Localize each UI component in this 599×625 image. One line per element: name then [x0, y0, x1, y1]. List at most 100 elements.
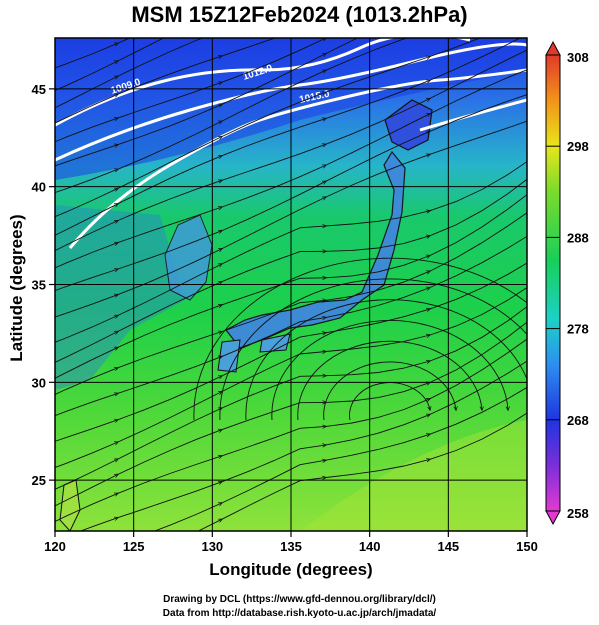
streamline-segment-69 — [429, 161, 527, 212]
streamline-segment-76 — [117, 305, 222, 348]
streamline-segment-119 — [429, 360, 527, 415]
streamline-segment-11 — [117, 38, 204, 77]
streamline-segment-59 — [429, 94, 527, 132]
japan-coastline — [225, 150, 406, 349]
streamline-segment-21 — [117, 82, 222, 119]
y-tick-label: 40 — [32, 180, 46, 195]
colorbar-max-arrow — [545, 40, 561, 56]
streamline-segment-34 — [430, 0, 534, 30]
streamline-segment-117 — [221, 445, 326, 483]
streamline-segment-57 — [221, 181, 326, 232]
streamline-segment-71 — [117, 282, 222, 332]
streamline-segment-20 — [55, 118, 118, 143]
streamline-segment-90 — [55, 420, 118, 442]
streamline-segment-123 — [325, 434, 430, 461]
streamline-segment-50 — [55, 243, 118, 269]
streamline-segment-83 — [325, 271, 430, 301]
streamline-segment-58 — [325, 131, 430, 182]
streamline-segment-7 — [222, 0, 326, 9]
streamline-segment-109 — [429, 321, 527, 383]
y-axis-label: Latitude (degrees) — [7, 214, 26, 362]
streamline-segment-39 — [429, 38, 482, 57]
streamline-segment-25 — [55, 145, 118, 167]
streamline-segment-114 — [429, 338, 527, 400]
streamline-segment-107 — [221, 402, 326, 431]
streamline-segment-65 — [55, 315, 118, 343]
streamline-segment-98 — [325, 335, 430, 352]
streamline-segment-115 — [79, 518, 118, 531]
wind-streamlines — [55, 0, 534, 531]
streamline-segment-80 — [55, 368, 118, 395]
x-tick-label: 135 — [280, 539, 302, 554]
streamline-segment-104 — [429, 306, 527, 362]
streamline-segment-0 — [55, 43, 118, 69]
streamline-segment-37 — [221, 92, 326, 137]
streamline-swirl-0 — [349, 382, 430, 421]
streamline-segment-100 — [55, 459, 118, 490]
streamline-segment-72 — [221, 251, 326, 283]
streamline-segment-49 — [429, 49, 527, 99]
x-tick-label: 145 — [437, 539, 459, 554]
streamline-segment-92 — [221, 333, 326, 377]
streamline-segment-55 — [55, 269, 118, 292]
streamline-segment-97 — [221, 352, 326, 392]
credit-data: Data from http://database.rish.kyoto-u.a… — [162, 608, 437, 619]
streamline-swirl-1 — [323, 361, 456, 421]
y-axis-ticks: 25 30 35 40 45 — [32, 82, 55, 488]
streamline-segment-16 — [117, 56, 222, 95]
streamline-segment-122 — [221, 460, 326, 504]
streamline-segment-33 — [325, 38, 408, 71]
colorbar-tick-label: 298 — [567, 139, 589, 154]
streamline-segment-60 — [55, 295, 118, 318]
streamline-segment-23 — [326, 38, 328, 39]
streamline-segment-67 — [221, 226, 326, 265]
streamline-segment-101 — [117, 408, 222, 460]
colorbar-scale — [545, 54, 561, 512]
streamline-segment-102 — [221, 376, 326, 409]
streamline-segment-30 — [55, 169, 118, 194]
x-axis-label: Longitude (degrees) — [209, 560, 373, 579]
streamline-segment-128 — [325, 459, 430, 478]
streamline-segment-10 — [55, 76, 118, 109]
streamline-segment-22 — [221, 38, 326, 83]
x-tick-label: 130 — [201, 539, 223, 554]
streamline-segment-31 — [117, 121, 222, 170]
streamline-segment-116 — [117, 482, 222, 519]
streamline-swirl-2 — [297, 340, 482, 421]
streamline-segment-106 — [117, 430, 222, 475]
streamline-segment-94 — [429, 262, 527, 310]
streamline-segment-127 — [221, 478, 326, 520]
y-tick-label: 35 — [32, 278, 46, 293]
streamline-segment-68 — [325, 211, 430, 227]
lat-lon-grid — [55, 38, 527, 531]
streamline-segment-12 — [222, 0, 326, 30]
streamline-segment-81 — [117, 332, 222, 369]
streamline-segment-6 — [117, 38, 165, 62]
streamline-segment-118 — [325, 414, 430, 446]
streamline-segment-75 — [55, 347, 118, 379]
y-tick-label: 45 — [32, 82, 46, 97]
streamline-segment-105 — [55, 474, 118, 507]
streamline-segment-129 — [429, 412, 527, 460]
streamline-segment-84 — [429, 212, 527, 272]
streamline-segment-29 — [430, 0, 534, 5]
streamline-segment-5 — [55, 61, 118, 91]
streamline-segment-42 — [221, 118, 326, 157]
streamline-segment-113 — [325, 399, 430, 427]
streamline-segment-44 — [429, 38, 522, 81]
streamline-segment-103 — [325, 361, 430, 377]
x-tick-label: 150 — [516, 539, 538, 554]
streamline-segment-99 — [429, 287, 527, 336]
streamline-segment-63 — [325, 154, 430, 198]
y-tick-label: 30 — [32, 375, 46, 390]
colorbar: 258 268 278 288 298 308 — [545, 40, 589, 526]
streamline-segment-85 — [55, 393, 118, 417]
y-tick-label: 25 — [32, 473, 46, 488]
streamline-segment-52 — [221, 165, 326, 208]
x-tick-label: 140 — [359, 539, 381, 554]
x-tick-label: 125 — [123, 539, 145, 554]
streamline-segment-32 — [221, 70, 326, 122]
streamline-segment-62 — [221, 197, 326, 250]
streamline-segment-79 — [429, 194, 527, 256]
